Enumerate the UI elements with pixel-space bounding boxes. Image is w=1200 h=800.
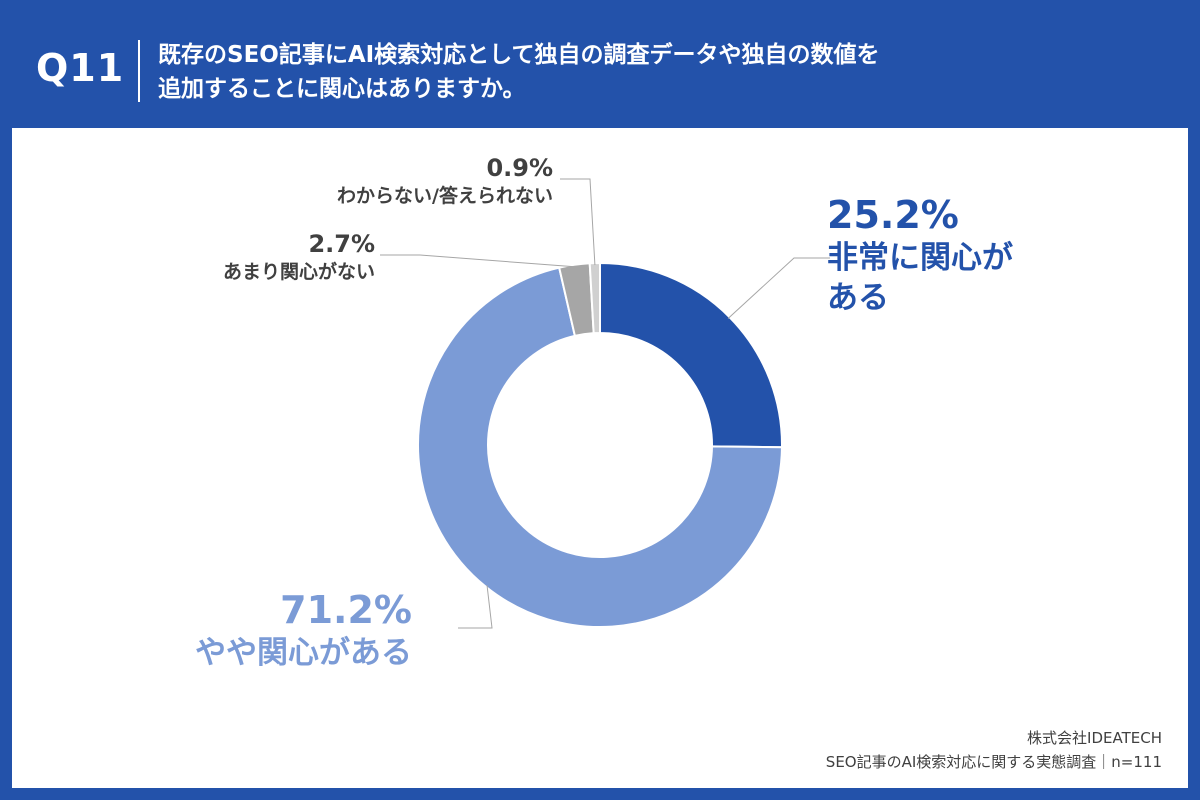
question-line-1: 既存のSEO記事にAI検索対応として独自の調査データや独自の数値を	[158, 42, 880, 68]
leader-line-3	[560, 178, 596, 266]
data-label-category-3-0: わからない/答えられない	[337, 184, 553, 207]
data-label-value-1: 71.2%	[280, 588, 412, 632]
leader-line-2	[380, 254, 575, 268]
question-header: Q11 既存のSEO記事にAI検索対応として独自の調査データや独自の数値を 追加…	[0, 0, 1200, 128]
question-text: 既存のSEO記事にAI検索対応として独自の調査データや独自の数値を 追加すること…	[158, 38, 1158, 106]
data-label-value-2: 2.7%	[308, 230, 375, 258]
header-divider	[138, 40, 140, 102]
chart-panel: 25.2% 非常に関心が ある 71.2% やや関心がある 2.7% あまり関心がない 0.9…	[12, 128, 1188, 788]
data-label-category-2-0: あまり関心がない	[223, 260, 375, 283]
footer: 株式会社IDEATECH SEO記事のAI検索対応に関する実態調査｜n=111	[826, 726, 1162, 774]
footer-company: 株式会社IDEATECH	[1027, 729, 1162, 747]
slice-3	[588, 261, 601, 335]
data-label-category-0-0: 非常に関心が	[827, 240, 1013, 276]
question-line-2: 追加することに関心はありますか。	[158, 76, 526, 102]
slice-1	[417, 266, 784, 628]
slice-0	[599, 261, 783, 449]
leader-line-0	[727, 257, 830, 319]
data-label-category-0-1: ある	[827, 280, 889, 316]
leader-line-1	[458, 585, 493, 629]
data-label-value-3: 0.9%	[486, 154, 553, 182]
data-label-value-0: 25.2%	[827, 193, 959, 237]
footer-survey: SEO記事のAI検索対応に関する実態調査｜n=111	[825, 753, 1162, 771]
data-label-category-1-0: やや関心がある	[195, 635, 412, 671]
question-number: Q11	[36, 46, 125, 90]
